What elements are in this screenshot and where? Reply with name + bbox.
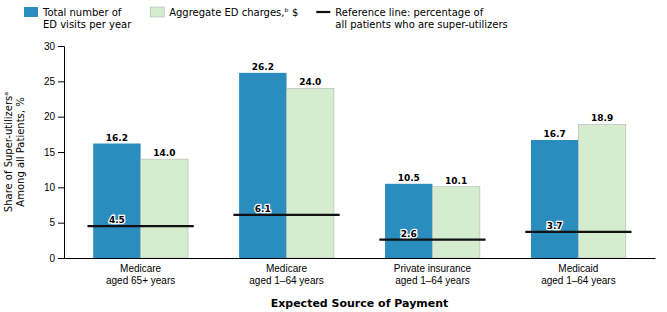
x-tick: Private insuranceaged 1–64 years	[394, 263, 472, 286]
y-tick-label: 25	[44, 76, 56, 87]
y-tick-label: 5	[49, 217, 55, 228]
data-label: 26.2	[252, 62, 274, 72]
text-line: Aggregate ED charges,ᵇ $	[169, 7, 298, 18]
y-tick: 5	[49, 217, 64, 228]
y-tick-mark	[58, 117, 64, 118]
reference-label: 4.5	[109, 215, 125, 225]
x-tick: Medicareaged 65+ years	[106, 263, 175, 286]
chart: 051015202530Medicareaged 65+ yearsMedica…	[0, 0, 667, 312]
bar	[432, 187, 479, 258]
text-line: Share of Super-utilizersᵃ	[3, 92, 14, 212]
data-labels: 16.2 26.2 10.5 16.7 14.0 24.0 10.1 18.9 4.5 6.1 2.…	[106, 62, 613, 239]
legend-item: Aggregate ED charges,ᵇ $	[150, 7, 298, 18]
y-tick-mark	[58, 187, 64, 188]
x-tick-label: Medicaidaged 1–64 years	[541, 263, 616, 286]
data-label: 24.0	[299, 77, 321, 87]
y-tick-mark	[58, 81, 64, 82]
y-tick-label: 10	[44, 182, 56, 193]
bar-series	[93, 73, 578, 258]
y-tick: 10	[44, 182, 64, 193]
y-tick: 15	[44, 147, 64, 158]
y-tick: 0	[49, 253, 64, 264]
bar	[531, 140, 578, 258]
bar	[239, 73, 286, 258]
text-line: aged 1–64 years	[541, 275, 616, 286]
y-tick-mark	[58, 46, 64, 47]
text-line: ED visits per year	[43, 19, 132, 30]
reference-line	[233, 214, 339, 216]
plot: 051015202530Medicareaged 65+ yearsMedica…	[44, 41, 656, 286]
x-tick-label: Medicareaged 65+ years	[106, 263, 175, 286]
data-label: 16.2	[106, 133, 128, 143]
legend-swatch	[24, 7, 38, 17]
y-tick-label: 15	[44, 147, 56, 158]
legend-item: Total number ofED visits per year	[24, 7, 132, 30]
text-line: Medicare	[120, 263, 162, 274]
reference-line	[525, 231, 631, 233]
x-axis: Medicareaged 65+ yearsMedicareaged 1–64 …	[65, 259, 656, 286]
y-tick-label: 0	[49, 253, 55, 264]
data-label: 16.7	[544, 129, 566, 139]
bar	[385, 184, 432, 258]
text-line: Reference line: percentage of	[335, 7, 483, 18]
y-axis: 0 5 10 15 20 25 30	[44, 41, 65, 264]
x-tick: Medicaidaged 1–64 years	[541, 263, 616, 286]
x-axis-title: Expected Source of Payment	[271, 297, 449, 310]
reference-line	[379, 239, 485, 241]
reference-label: 3.7	[547, 221, 563, 231]
text-line: Medicaid	[558, 263, 598, 274]
text-line: aged 1–64 years	[249, 275, 324, 286]
text-line: Total number of	[42, 7, 122, 18]
data-label: 10.1	[445, 176, 467, 186]
y-tick: 20	[44, 111, 64, 122]
legend-label: Reference line: percentage ofall patient…	[335, 7, 507, 30]
marks	[87, 73, 631, 258]
legend-swatch	[150, 7, 164, 17]
y-axis-line	[58, 47, 65, 259]
text-line: Medicare	[266, 263, 308, 274]
reference-line	[87, 225, 193, 227]
text-line: Private insurance	[394, 263, 472, 274]
text-line: aged 65+ years	[106, 275, 175, 286]
bar	[93, 144, 140, 258]
data-label: 10.5	[398, 173, 420, 183]
y-tick-mark	[58, 258, 64, 259]
y-tick-label: 30	[44, 41, 56, 52]
reference-label: 2.6	[401, 229, 417, 239]
y-tick-label: 20	[44, 111, 56, 122]
y-axis-title: Share of Super-utilizersᵃAmong all Patie…	[3, 92, 26, 212]
reference-series	[87, 215, 631, 240]
data-label: 18.9	[591, 113, 613, 123]
legend-label: Aggregate ED charges,ᵇ $	[169, 7, 298, 18]
x-tick-label: Medicareaged 1–64 years	[249, 263, 324, 286]
legend-item: Reference line: percentage ofall patient…	[316, 7, 507, 30]
legend-label: Total number ofED visits per year	[42, 7, 132, 30]
y-tick-mark	[58, 152, 64, 153]
text-line: Among all Patients, %	[15, 97, 26, 206]
x-axis-line	[65, 258, 656, 259]
legend-swatch	[316, 11, 330, 13]
bar	[287, 88, 334, 258]
legend: Total number ofED visits per year Aggrega…	[24, 7, 508, 30]
y-tick: 30	[44, 41, 64, 52]
bar	[578, 124, 625, 258]
x-tick-label: Private insuranceaged 1–64 years	[394, 263, 472, 286]
text-line: all patients who are super-utilizers	[335, 19, 507, 30]
reference-label: 6.1	[255, 204, 271, 214]
y-tick: 25	[44, 76, 64, 87]
bar	[141, 159, 188, 258]
text-line: aged 1–64 years	[395, 275, 470, 286]
x-tick: Medicareaged 1–64 years	[249, 263, 324, 286]
y-tick-mark	[58, 223, 64, 224]
data-label: 14.0	[153, 148, 175, 158]
